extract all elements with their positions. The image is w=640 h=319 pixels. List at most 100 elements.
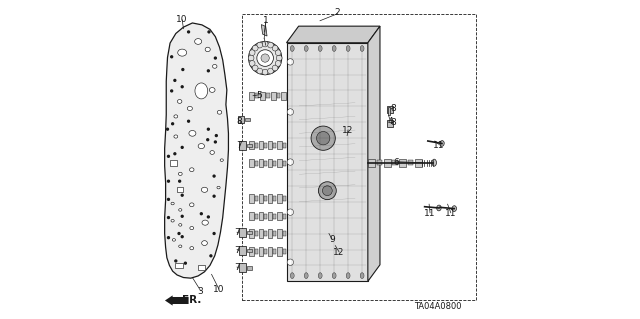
Ellipse shape [174, 115, 178, 118]
Bar [268, 141, 272, 149]
Bar [250, 194, 253, 203]
Ellipse shape [205, 47, 211, 52]
Ellipse shape [179, 209, 182, 211]
Ellipse shape [190, 247, 194, 250]
Text: 9: 9 [329, 235, 335, 244]
Circle shape [207, 216, 209, 218]
Bar [273, 214, 276, 219]
Bar [273, 161, 276, 166]
Circle shape [214, 57, 216, 59]
Text: TA04A0800: TA04A0800 [414, 302, 462, 311]
Bar [377, 160, 382, 165]
Bar [277, 247, 282, 256]
Text: 10: 10 [177, 15, 188, 24]
Polygon shape [261, 25, 267, 36]
Text: 11: 11 [424, 209, 436, 218]
Circle shape [216, 135, 218, 137]
Bar [408, 160, 413, 165]
Bar [268, 212, 272, 220]
Circle shape [207, 128, 209, 130]
Ellipse shape [332, 46, 336, 51]
Text: 4: 4 [387, 117, 393, 126]
Bar [277, 194, 282, 203]
Bar [264, 161, 267, 166]
Circle shape [174, 79, 176, 81]
Circle shape [250, 61, 255, 66]
Circle shape [248, 41, 282, 75]
Bar [259, 212, 263, 220]
Circle shape [210, 255, 212, 257]
Ellipse shape [432, 159, 436, 166]
Bar [239, 246, 246, 255]
Circle shape [272, 65, 278, 71]
Bar [271, 92, 276, 100]
Circle shape [287, 159, 294, 165]
Circle shape [272, 45, 278, 51]
Ellipse shape [217, 186, 220, 189]
Bar [264, 143, 267, 148]
Circle shape [166, 128, 168, 130]
Bar [264, 196, 267, 201]
Bar [399, 159, 406, 167]
Circle shape [214, 141, 216, 143]
Ellipse shape [174, 135, 178, 138]
Bar [255, 231, 258, 236]
Ellipse shape [198, 144, 205, 149]
Ellipse shape [189, 168, 194, 172]
Bar [255, 143, 258, 148]
Ellipse shape [202, 220, 209, 225]
Text: 8: 8 [390, 118, 396, 127]
Ellipse shape [318, 273, 322, 278]
Text: 8: 8 [390, 104, 396, 113]
Bar [246, 266, 252, 270]
Bar [246, 231, 252, 234]
Bar [268, 159, 272, 167]
Circle shape [317, 131, 330, 145]
Bar [239, 228, 246, 237]
Bar [415, 159, 422, 167]
Circle shape [168, 198, 170, 200]
Bar [277, 229, 282, 238]
Circle shape [188, 120, 189, 122]
Ellipse shape [171, 219, 174, 222]
Ellipse shape [318, 46, 322, 51]
Ellipse shape [209, 87, 215, 93]
Circle shape [178, 233, 180, 234]
Bar [266, 93, 269, 98]
Circle shape [287, 259, 294, 265]
Bar [239, 263, 246, 272]
Circle shape [257, 42, 262, 48]
Bar [268, 247, 272, 256]
Bar [259, 247, 263, 256]
Ellipse shape [195, 39, 202, 44]
Ellipse shape [218, 110, 221, 114]
Circle shape [257, 68, 262, 74]
Ellipse shape [195, 83, 208, 99]
Ellipse shape [177, 100, 182, 103]
Bar [259, 141, 263, 149]
Bar [255, 196, 258, 201]
Bar [255, 161, 258, 166]
Bar [255, 93, 259, 98]
Ellipse shape [178, 49, 187, 56]
Polygon shape [164, 23, 228, 278]
Circle shape [323, 186, 332, 196]
Circle shape [276, 55, 282, 61]
Circle shape [252, 65, 258, 71]
Bar [250, 212, 253, 220]
Bar [246, 249, 252, 252]
Bar [368, 159, 375, 167]
Ellipse shape [291, 273, 294, 278]
Circle shape [181, 86, 183, 88]
Circle shape [168, 155, 170, 157]
Circle shape [268, 68, 273, 74]
Bar [268, 194, 272, 203]
Text: 6: 6 [394, 158, 399, 167]
Ellipse shape [171, 202, 174, 205]
Bar [282, 92, 286, 100]
Bar [250, 141, 253, 149]
Circle shape [257, 50, 273, 66]
Ellipse shape [332, 273, 336, 278]
Bar [244, 118, 250, 121]
Bar [250, 229, 253, 238]
